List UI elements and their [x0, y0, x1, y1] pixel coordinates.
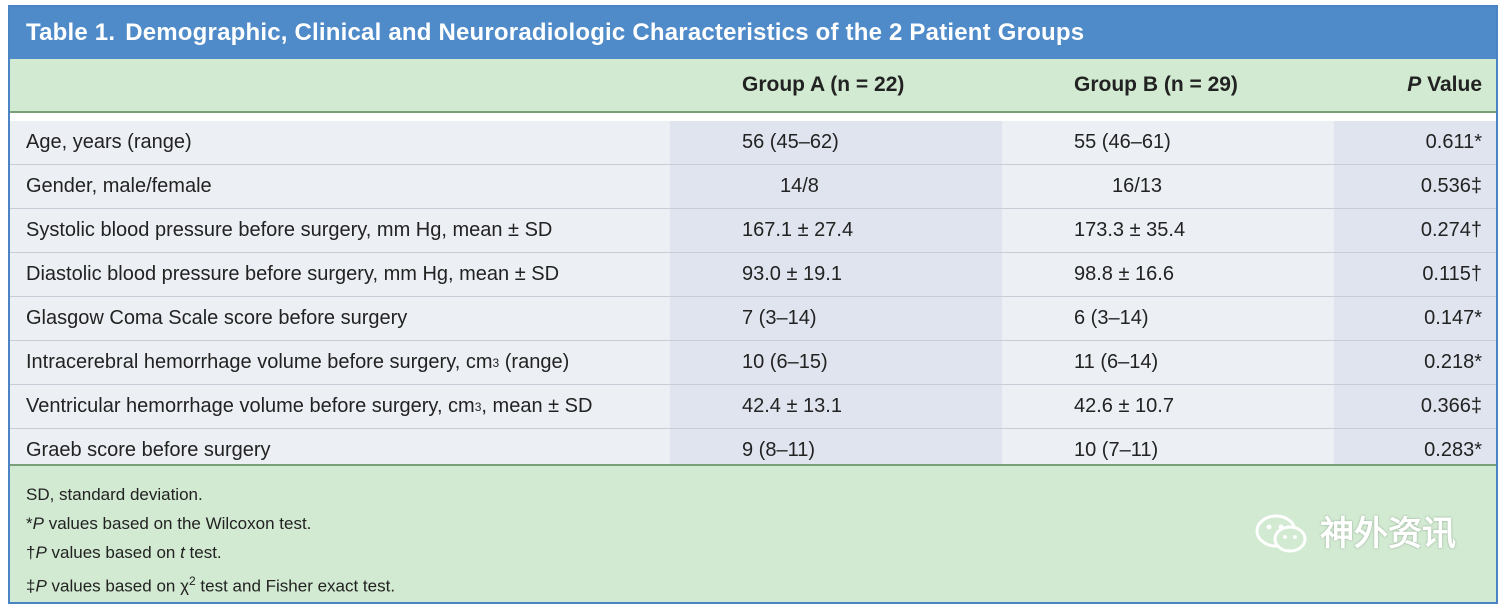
footnote-text: values based on the Wilcoxon test.	[43, 514, 312, 533]
cell-group-a: 42.4 ± 13.1	[670, 385, 1002, 428]
header-group-b: Group B (n = 29)	[1074, 73, 1238, 96]
footnote-sd: SD, standard deviation.	[26, 485, 203, 504]
cell-group-b: 55 (46–61)	[1002, 121, 1334, 164]
header-group-a: Group A (n = 22)	[742, 73, 905, 96]
footnote-text: values based on	[46, 543, 181, 562]
row-label-sup: 3	[492, 355, 500, 370]
footnote-text-end: test and Fisher exact test.	[195, 576, 396, 596]
cell-group-b: 6 (3–14)	[1002, 297, 1334, 340]
table-title-text: Demographic, Clinical and Neuroradiologi…	[125, 19, 1085, 46]
cell-p-value: 0.611*	[1334, 121, 1496, 164]
row-label-suffix: , mean ± SD	[481, 395, 593, 417]
footnote-p: P	[35, 576, 47, 596]
footnote-mark: †	[26, 543, 36, 562]
cell-group-b: 11 (6–14)	[1002, 341, 1334, 384]
table-row: Gender, male/female 14/8 16/13 0.536‡	[10, 165, 1496, 209]
wechat-logo-icon	[1255, 514, 1307, 553]
cell-p-value: 0.536‡	[1334, 165, 1496, 208]
cell-group-a: 14/8	[670, 165, 1002, 208]
header-p-italic: P	[1407, 73, 1422, 96]
table-number: Table 1.	[26, 19, 116, 46]
cell-p-value: 0.274†	[1334, 209, 1496, 252]
cell-p-value: 0.366‡	[1334, 385, 1496, 428]
footnote-mark: *	[26, 514, 33, 533]
footnote-wilcoxon: *P values based on the Wilcoxon test.	[26, 509, 1496, 538]
cell-group-a: 167.1 ± 27.4	[670, 209, 1002, 252]
cell-group-b: 42.6 ± 10.7	[1002, 385, 1334, 428]
row-label-text: Ventricular hemorrhage volume before sur…	[26, 395, 475, 417]
footnote-chi-square: ‡P values based on χ2 test and Fisher ex…	[26, 567, 1496, 601]
row-label: Diastolic blood pressure before surgery,…	[10, 253, 670, 296]
row-label: Gender, male/female	[10, 165, 670, 208]
watermark: 神外资讯	[1254, 514, 1456, 554]
cell-group-b: 16/13	[1002, 165, 1334, 208]
footnote-sup: 2	[189, 574, 196, 588]
footnote-t: t	[180, 543, 185, 562]
table-row: Glasgow Coma Scale score before surgery …	[10, 297, 1496, 341]
footnote-text-end: test.	[184, 543, 222, 562]
footnote-mark: ‡	[26, 576, 36, 596]
cell-p-value: 0.218*	[1334, 341, 1496, 384]
table-row: Ventricular hemorrhage volume before sur…	[10, 385, 1496, 429]
table-row: Age, years (range) 56 (45–62) 55 (46–61)…	[10, 121, 1496, 165]
footnote-p: P	[35, 543, 47, 562]
cell-p-value: 0.147*	[1334, 297, 1496, 340]
row-label: Age, years (range)	[10, 121, 670, 164]
table-row: Intracerebral hemorrhage volume before s…	[10, 341, 1496, 385]
header-p-value: P Value	[1334, 73, 1496, 97]
row-label-sup: 3	[474, 399, 482, 414]
footnote-t-test: †P values based on t test.	[26, 538, 1496, 567]
row-label: Intracerebral hemorrhage volume before s…	[10, 341, 670, 384]
table-frame: Table 1. Demographic, Clinical and Neuro…	[8, 5, 1498, 604]
watermark-text: 神外资讯	[1320, 514, 1456, 553]
header-p-rest: Value	[1421, 73, 1482, 96]
cell-group-b: 173.3 ± 35.4	[1002, 209, 1334, 252]
cell-p-value: 0.115†	[1334, 253, 1496, 296]
cell-group-b: 98.8 ± 16.6	[1002, 253, 1334, 296]
footnote-p: P	[32, 514, 44, 533]
row-label: Glasgow Coma Scale score before surgery	[10, 297, 670, 340]
row-label-suffix: (range)	[499, 351, 570, 373]
cell-group-a: 10 (6–15)	[670, 341, 1002, 384]
cell-group-a: 7 (3–14)	[670, 297, 1002, 340]
table-body: Age, years (range) 56 (45–62) 55 (46–61)…	[10, 121, 1496, 472]
table-row: Systolic blood pressure before surgery, …	[10, 209, 1496, 253]
row-label-text: Intracerebral hemorrhage volume before s…	[26, 351, 493, 373]
table-footnotes: SD, standard deviation. *P values based …	[10, 464, 1496, 602]
row-label: Systolic blood pressure before surgery, …	[10, 209, 670, 252]
cell-group-a: 56 (45–62)	[670, 121, 1002, 164]
cell-group-a: 93.0 ± 19.1	[670, 253, 1002, 296]
table-header-row: Group A (n = 22) Group B (n = 29) P Valu…	[10, 59, 1496, 113]
footnote-text: values based on χ	[46, 576, 189, 596]
row-label: Ventricular hemorrhage volume before sur…	[10, 385, 670, 428]
table-row: Diastolic blood pressure before surgery,…	[10, 253, 1496, 297]
table-title: Table 1. Demographic, Clinical and Neuro…	[10, 7, 1496, 59]
